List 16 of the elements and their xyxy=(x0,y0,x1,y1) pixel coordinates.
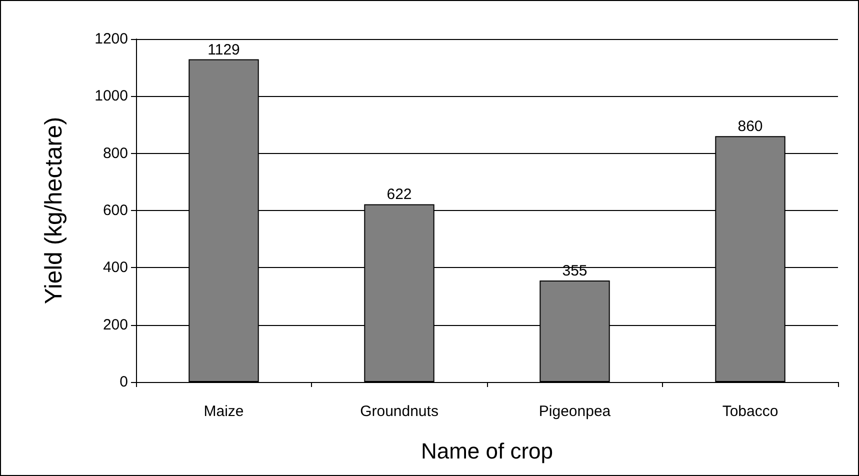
x-tick-label: Maize xyxy=(204,403,244,420)
y-tick-label: 1000 xyxy=(94,88,128,105)
data-label: 622 xyxy=(386,186,412,204)
data-label: 1129 xyxy=(208,41,240,58)
x-tick-label: Groundnuts xyxy=(360,403,438,420)
y-tick-label: 0 xyxy=(120,374,128,390)
data-label: 860 xyxy=(738,118,763,136)
y-tick-label: 800 xyxy=(102,144,128,162)
y-tick-label: 200 xyxy=(102,316,128,334)
x-tick-label: Pigeonpea xyxy=(538,403,612,420)
x-axis-title: Name of crop xyxy=(420,438,554,464)
y-tick-label: 600 xyxy=(102,202,128,219)
y-tick-label: 1200 xyxy=(94,30,128,48)
y-tick-label: 400 xyxy=(102,259,128,276)
y-axis-title: Yield (kg/hectare) xyxy=(40,116,68,304)
x-tick-label: Tobacco xyxy=(722,403,778,420)
